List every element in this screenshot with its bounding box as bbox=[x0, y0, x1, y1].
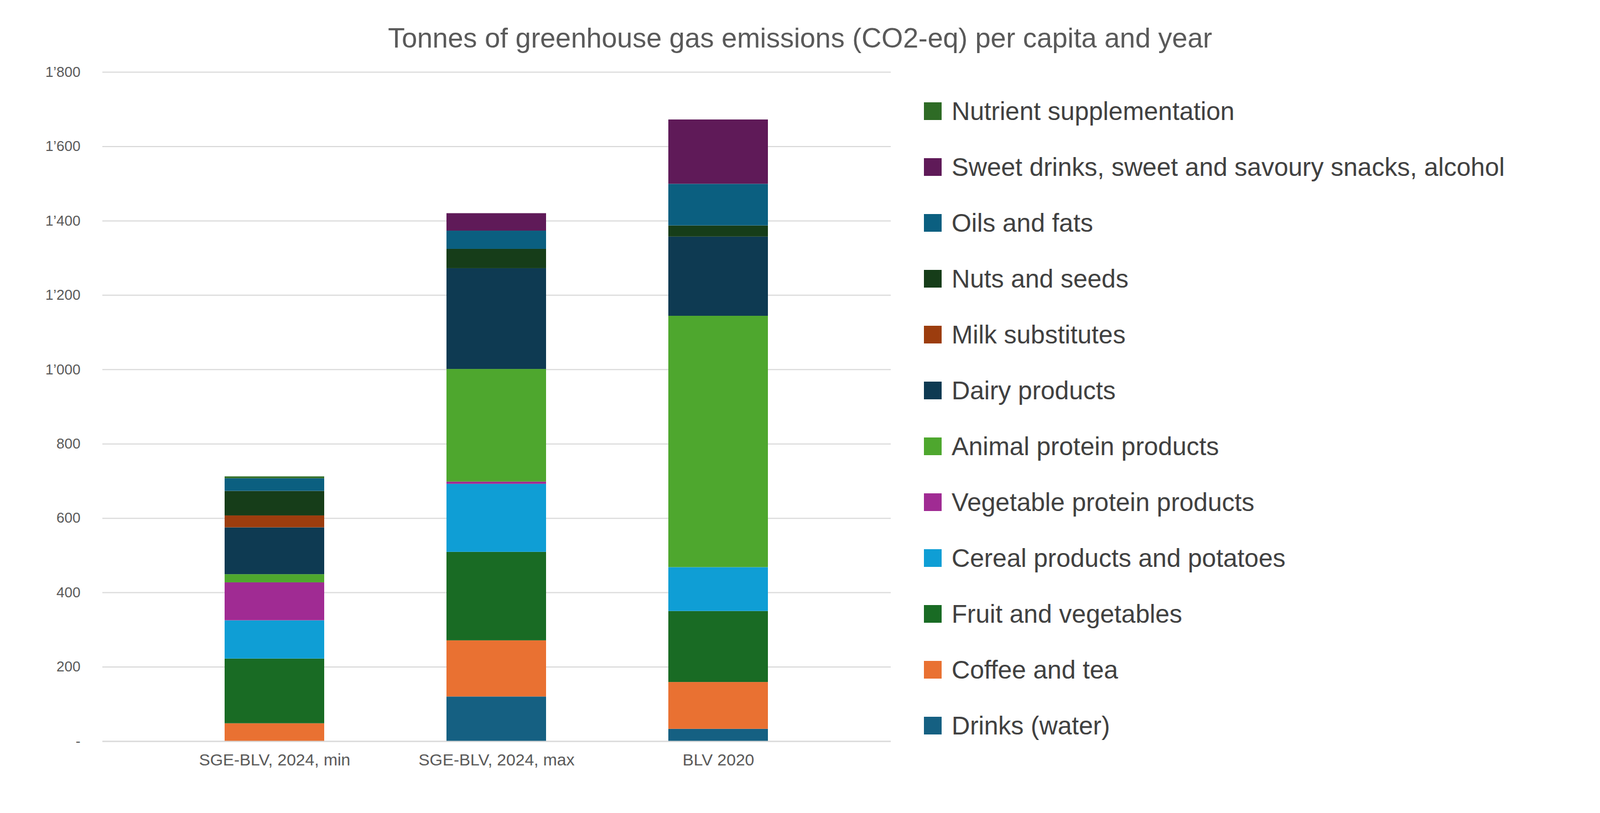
svg-text:SGE-BLV, 2024, max: SGE-BLV, 2024, max bbox=[418, 750, 575, 770]
svg-text:SGE-BLV, 2024, min: SGE-BLV, 2024, min bbox=[199, 750, 351, 770]
html-text:Nuts and seeds: Nuts and seeds bbox=[951, 264, 1129, 293]
svg-text:800: 800 bbox=[56, 435, 81, 453]
svg-text:BLV 2020: BLV 2020 bbox=[682, 750, 755, 770]
html-text:Tonnes of greenhouse gas emiss: Tonnes of greenhouse gas emissions (CO2-… bbox=[387, 22, 1213, 54]
html-text:Cereal products and potatoes: Cereal products and potatoes bbox=[951, 543, 1286, 573]
html-text:Fruit and vegetables: Fruit and vegetables bbox=[951, 599, 1183, 629]
html-text:Drinks (water): Drinks (water) bbox=[951, 711, 1110, 740]
svg-text:400: 400 bbox=[56, 584, 81, 601]
svg-text:1’000: 1’000 bbox=[45, 361, 81, 378]
html-text:Dairy products: Dairy products bbox=[951, 375, 1116, 405]
svg-text:-: - bbox=[75, 733, 81, 750]
html-text:Coffee and tea: Coffee and tea bbox=[951, 655, 1119, 685]
svg-text:1’200: 1’200 bbox=[45, 286, 81, 304]
svg-text:600: 600 bbox=[56, 509, 81, 527]
html-text:Nutrient supplementation: Nutrient supplementation bbox=[951, 96, 1235, 126]
html-text:Oils and fats: Oils and fats bbox=[951, 208, 1094, 238]
html-text:Vegetable protein products: Vegetable protein products bbox=[951, 487, 1255, 517]
svg-text:1’800: 1’800 bbox=[45, 63, 81, 81]
svg-text:1’600: 1’600 bbox=[45, 137, 81, 155]
html-text:Animal protein products: Animal protein products bbox=[951, 431, 1219, 461]
svg-text:200: 200 bbox=[56, 658, 81, 675]
html-text:Milk substitutes: Milk substitutes bbox=[951, 320, 1126, 349]
svg-text:1’400: 1’400 bbox=[45, 212, 81, 230]
html-text:Sweet drinks, sweet and savour: Sweet drinks, sweet and savoury snacks, … bbox=[951, 152, 1505, 182]
